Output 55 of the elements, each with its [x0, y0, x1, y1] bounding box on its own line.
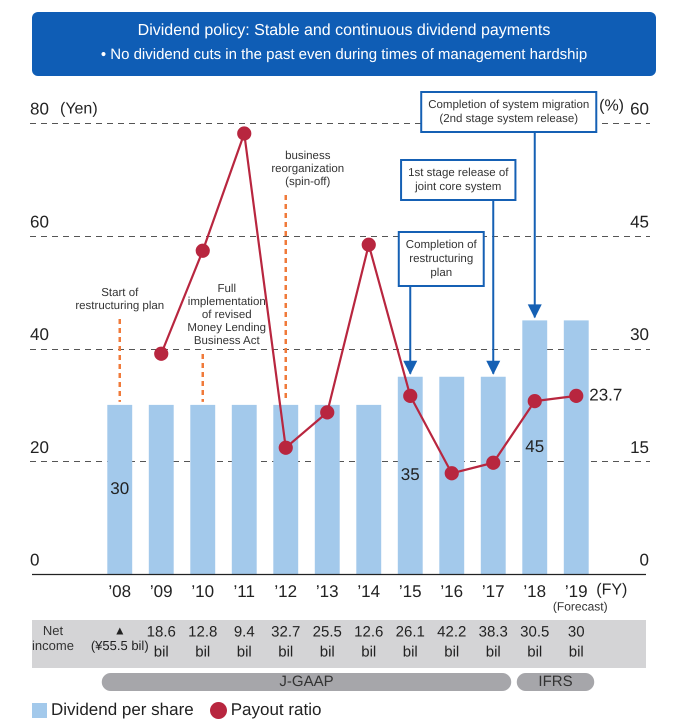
y2-tick-label: 0: [640, 550, 649, 570]
legend-label: Dividend per share: [51, 700, 194, 720]
x-tick-label: ’09: [150, 582, 173, 601]
chart-subtitle: • No dividend cuts in the past even during times of management hardship: [100, 46, 588, 63]
text: ▲ (¥55.5 bil): [90, 623, 149, 654]
text: 12.6 bil: [354, 624, 384, 661]
text: 18.6 bil: [146, 624, 176, 661]
text: 38.3 bil: [478, 624, 508, 661]
legend-label: Payout ratio: [230, 700, 322, 720]
x-tick-label: ’16: [440, 582, 464, 601]
chart-title: Dividend policy: Stable and continuous dividend payments: [136, 22, 552, 40]
y-tick-label: 60: [30, 212, 49, 232]
y-tick-label: 0: [30, 550, 40, 570]
text: 30 bil: [568, 624, 585, 661]
data-label: 45: [525, 436, 544, 456]
text: 25.5 bil: [312, 624, 342, 661]
x-tick-label: ’13: [316, 582, 339, 601]
text: 30.5 bil: [520, 624, 550, 661]
y2-tick-label: 30: [630, 325, 649, 344]
y2-tick-label: 15: [630, 438, 649, 457]
x-tick-label: ’08: [108, 582, 132, 601]
annotation: 1st stage release of joint core system: [408, 166, 510, 193]
text: IFRS: [538, 673, 573, 690]
y-tick-label: 80: [30, 100, 49, 119]
text: J-GAAP: [279, 673, 334, 690]
x-tick-label: ’12: [274, 582, 298, 601]
text: 12.8 bil: [188, 624, 218, 661]
y2-tick-label: 60: [630, 100, 649, 119]
data-label: 35: [400, 465, 420, 484]
x-tick-label: ’15: [398, 582, 422, 601]
x-tick-label: ’11: [234, 582, 255, 601]
x-tick-label: ’17: [482, 582, 505, 601]
annotation: Start of restructuring plan: [75, 286, 164, 312]
annotation: Completion of restructuring plan: [406, 238, 478, 279]
data-label: 30: [110, 479, 130, 498]
x-tick-label: ’14: [357, 582, 380, 601]
x-tick-label: ’19: [564, 582, 588, 601]
annotation: Full implementation of revised Money Lending Business Act: [187, 282, 266, 347]
text: 26.1 bil: [396, 624, 425, 661]
text: 9.4 bil: [234, 624, 255, 661]
annotation: Completion of system migration (2nd stage system release): [428, 98, 590, 125]
text: Net income: [32, 623, 74, 654]
x-tick-label: ’10: [191, 582, 214, 601]
y2-tick-label: 45: [630, 212, 649, 232]
text: (Forecast): [552, 599, 608, 614]
annotation: business reorganization (spin-off): [271, 150, 344, 188]
y-tick-label: 20: [30, 438, 49, 457]
text: 32.7 bil: [271, 624, 300, 661]
y2-axis-title: (%): [599, 97, 624, 114]
x-axis-title: (FY): [596, 581, 628, 598]
data-label: 23.7: [589, 386, 622, 405]
y-axis-title: (Yen): [60, 100, 98, 118]
text: 42.2 bil: [437, 624, 466, 661]
y-tick-label: 40: [30, 325, 49, 344]
x-tick-label: ’18: [523, 582, 546, 601]
